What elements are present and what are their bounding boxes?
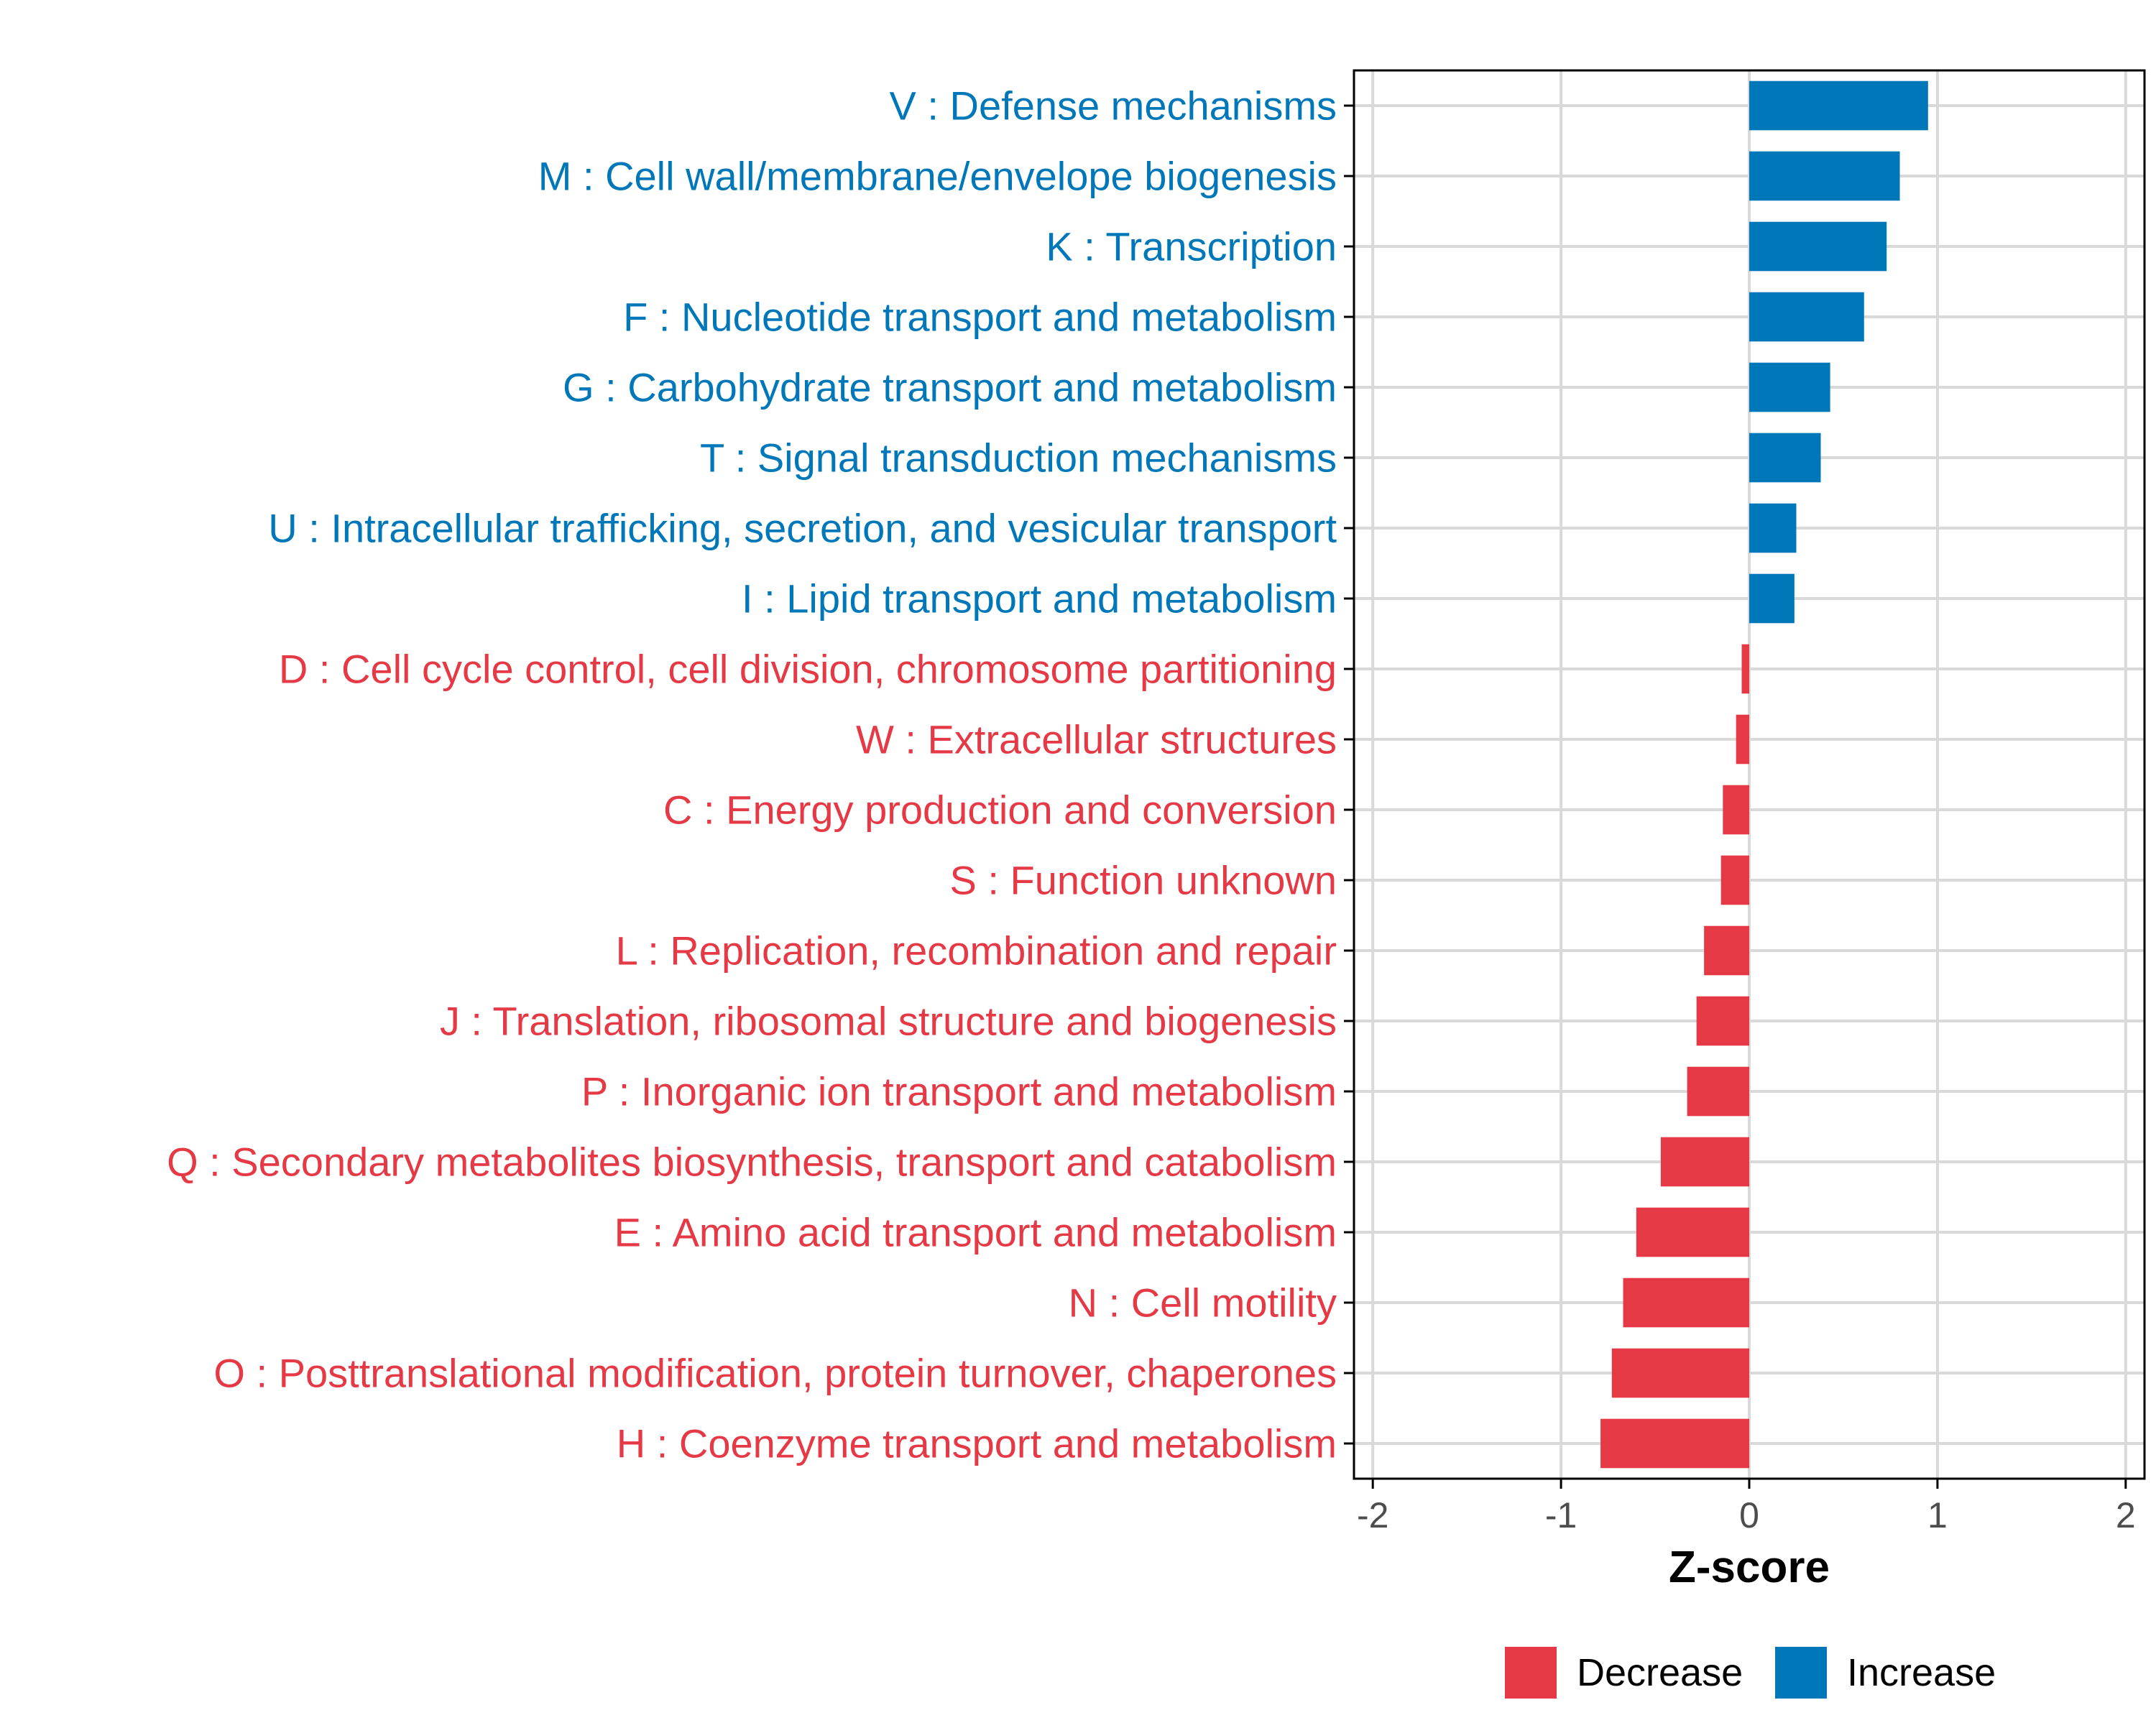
bar	[1611, 1348, 1749, 1398]
bar	[1749, 151, 1900, 201]
category-label: T : Signal transduction mechanisms	[700, 435, 1337, 481]
category-label: E : Amino acid transport and metabolism	[614, 1210, 1337, 1255]
bar	[1749, 80, 1928, 131]
bar	[1704, 925, 1749, 976]
category-label: V : Defense mechanisms	[890, 83, 1337, 129]
bar	[1636, 1207, 1749, 1257]
bar	[1696, 996, 1749, 1046]
x-axis-title: Z-score	[1669, 1543, 1830, 1592]
bar	[1623, 1277, 1749, 1328]
bar	[1749, 221, 1887, 272]
category-label: O : Posttranslational modification, prot…	[213, 1351, 1337, 1396]
bar	[1749, 362, 1830, 412]
category-label-layer: V : Defense mechanisms M : Cell wall/memb…	[167, 83, 1337, 1466]
bar	[1687, 1066, 1749, 1117]
y-tick-layer	[1344, 104, 1354, 1445]
category-label: Q : Secondary metabolites biosynthesis, …	[167, 1140, 1337, 1185]
category-label: W : Extracellular structures	[856, 717, 1337, 762]
category-label: H : Coenzyme transport and metabolism	[617, 1421, 1337, 1466]
bar	[1749, 573, 1795, 624]
legend: Decrease Increase	[1505, 1647, 1996, 1699]
category-label: S : Function unknown	[949, 858, 1337, 903]
category-label: F : Nucleotide transport and metabolism	[623, 295, 1337, 340]
bar	[1736, 714, 1749, 764]
x-tick-label: 1	[1927, 1495, 1948, 1535]
x-tick-label: -2	[1357, 1495, 1388, 1535]
bar	[1660, 1137, 1749, 1187]
bar	[1741, 644, 1749, 694]
bar	[1600, 1418, 1749, 1469]
bar	[1723, 785, 1749, 835]
category-label: I : Lipid transport and metabolism	[742, 576, 1337, 622]
bar	[1749, 433, 1821, 483]
x-tick-layer: -2 -1 0 1 2	[1357, 1479, 2136, 1535]
legend-label-decrease: Decrease	[1577, 1651, 1743, 1694]
category-label: N : Cell motility	[1069, 1280, 1337, 1326]
bar	[1749, 292, 1864, 342]
bar-layer	[1600, 80, 1928, 1469]
legend-swatch-increase	[1775, 1647, 1827, 1699]
category-label: P : Inorganic ion transport and metaboli…	[581, 1069, 1337, 1114]
bar	[1720, 855, 1749, 905]
x-tick-label: -1	[1545, 1495, 1577, 1535]
bar	[1749, 503, 1797, 553]
legend-label-increase: Increase	[1847, 1651, 1996, 1694]
category-label: K : Transcription	[1046, 224, 1337, 269]
category-label: G : Carbohydrate transport and metabolis…	[563, 365, 1337, 410]
category-label: M : Cell wall/membrane/envelope biogenes…	[538, 154, 1337, 199]
grid-layer	[1354, 70, 2145, 1479]
x-tick-label: 0	[1739, 1495, 1759, 1535]
x-tick-label: 2	[2116, 1495, 2136, 1535]
category-label: L : Replication, recombination and repai…	[616, 928, 1337, 974]
legend-swatch-decrease	[1505, 1647, 1557, 1699]
category-label: C : Energy production and conversion	[663, 787, 1337, 833]
category-label: D : Cell cycle control, cell division, c…	[279, 647, 1337, 692]
category-label: U : Intracellular trafficking, secretion…	[268, 506, 1337, 551]
category-label: J : Translation, ribosomal structure and…	[440, 999, 1337, 1044]
